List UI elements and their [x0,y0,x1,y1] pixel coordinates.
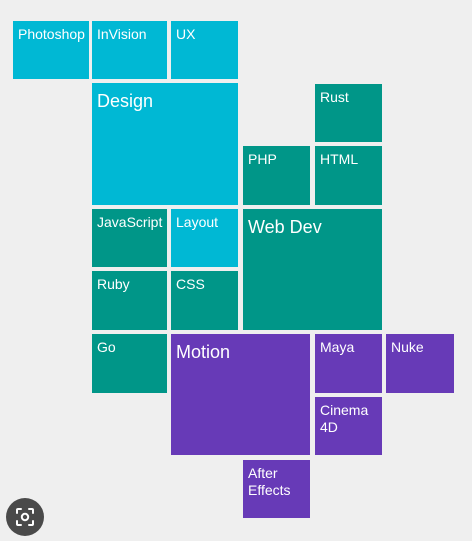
tile-label: Web Dev [248,217,322,237]
tile-motion[interactable]: Motion [171,334,310,455]
tile-ux[interactable]: UX [171,21,238,79]
tile-go[interactable]: Go [92,334,167,393]
tile-invision[interactable]: InVision [92,21,167,79]
tile-label: JavaScript [97,214,163,230]
tile-web-dev[interactable]: Web Dev [243,209,382,330]
tile-label: Go [97,339,116,355]
tile-cinema-4d[interactable]: Cinema 4D [315,397,382,455]
lens-button[interactable] [6,498,44,536]
lens-scan-icon [16,508,34,526]
tile-after-effects[interactable]: After Effects [243,460,310,518]
tile-label: InVision [97,26,147,42]
tile-label: Design [97,91,154,111]
tile-label: Cinema 4D [320,402,369,435]
tile-javascript[interactable]: JavaScript [92,209,167,267]
tile-label: Ruby [97,276,130,292]
tile-label: PHP [248,151,277,167]
tile-label: Nuke [391,339,424,355]
tile-rust[interactable]: Rust [315,84,382,142]
tile-layout[interactable]: Layout [171,209,238,267]
tile-label: After Effects [248,465,291,498]
tile-ruby[interactable]: Ruby [92,271,167,330]
tile-design[interactable]: Design [92,83,238,205]
tile-label: UX [176,26,196,42]
tile-label: Motion [176,342,231,362]
tile-photoshop[interactable]: Photoshop [13,21,89,79]
tile-label: Rust [320,89,349,105]
tile-maya[interactable]: Maya [315,334,382,393]
tile-label: HTML [320,151,359,167]
tile-nuke[interactable]: Nuke [386,334,454,393]
tile-label: Layout [176,214,219,230]
tile-label: Maya [320,339,355,355]
tile-css[interactable]: CSS [171,271,238,330]
tile-label: Photoshop [18,26,85,42]
tile-label: CSS [176,276,205,292]
tile-php[interactable]: PHP [243,146,310,205]
tile-html[interactable]: HTML [315,146,382,205]
